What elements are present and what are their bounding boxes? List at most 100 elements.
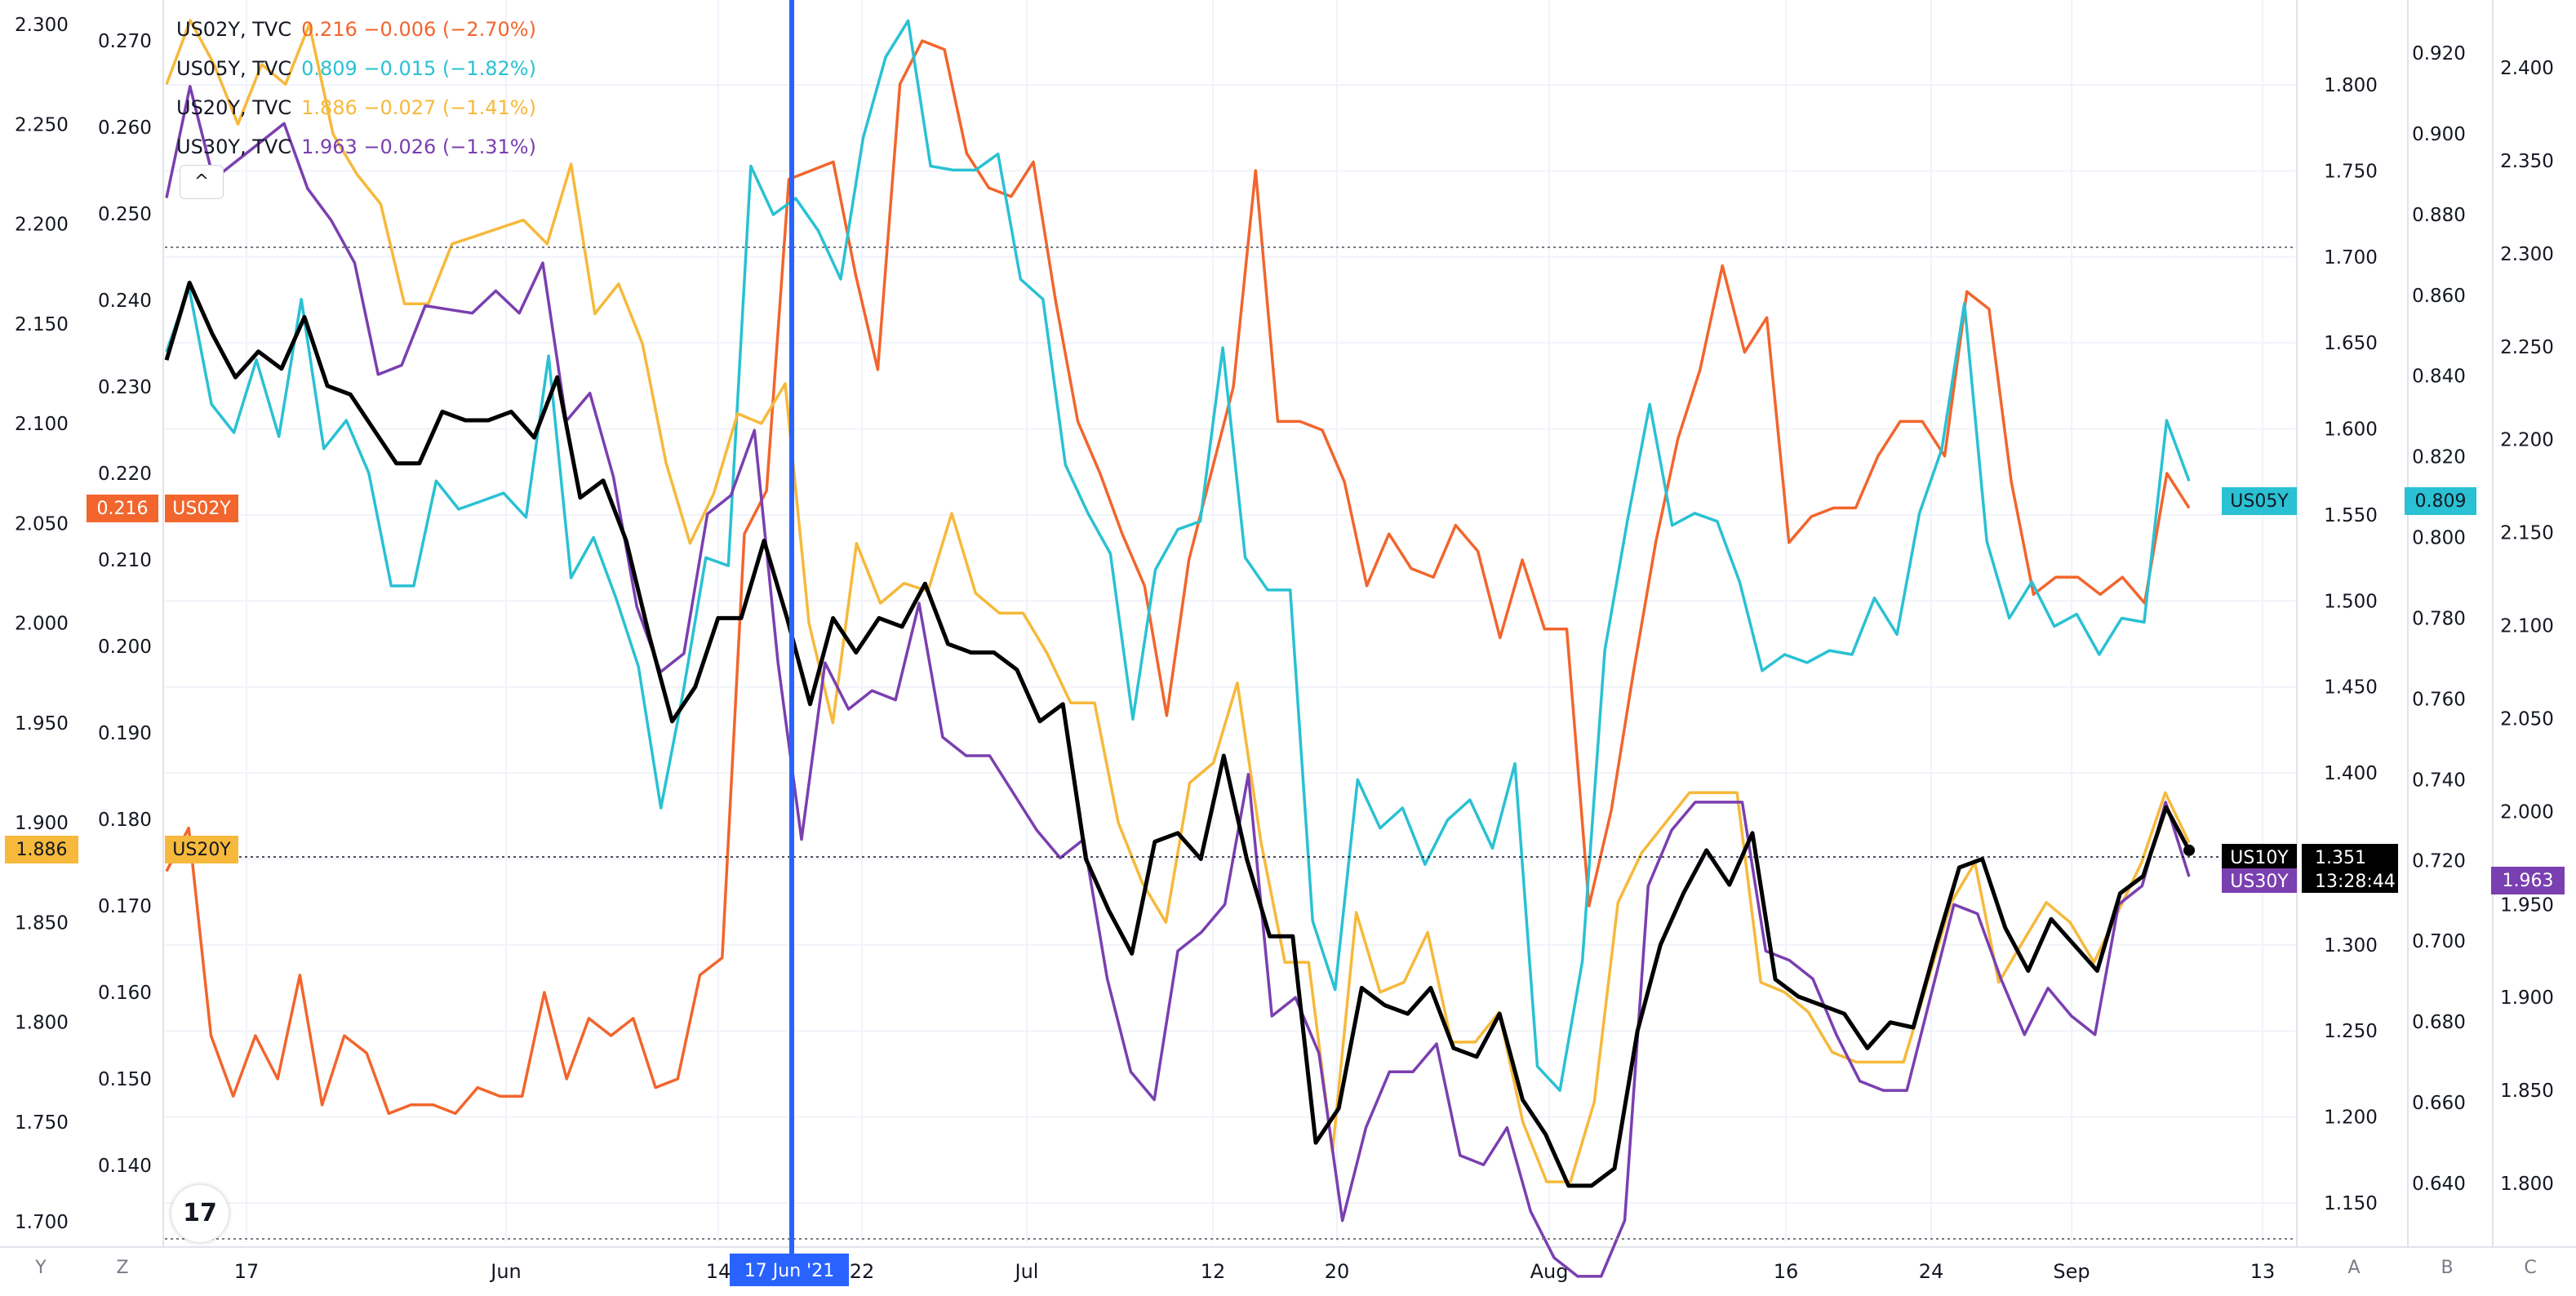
y-tick-label: 0.260 bbox=[98, 118, 152, 139]
y-tick-label: 0.880 bbox=[2412, 205, 2466, 226]
y-tick-label: 0.720 bbox=[2412, 850, 2466, 872]
bottom-button-b[interactable]: B bbox=[2441, 1258, 2454, 1278]
y-tick-label: 1.900 bbox=[2500, 988, 2554, 1009]
badge-us10y-name: US10Y bbox=[2222, 844, 2297, 872]
legend-row-us02y[interactable]: US02Y, TVC 0.216 −0.006 (−2.70%) bbox=[176, 10, 536, 49]
svg-text:US05Y: US05Y bbox=[2230, 491, 2289, 512]
y-tick-label: 0.740 bbox=[2412, 770, 2466, 791]
legend-symbol: US02Y, TVC bbox=[176, 18, 292, 41]
crosshair-date-label: 17 Jun '21 bbox=[730, 1254, 849, 1286]
svg-text:US10Y: US10Y bbox=[2230, 848, 2289, 868]
badge-us05y-value: 0.809 bbox=[2405, 487, 2476, 515]
series-lines bbox=[164, 19, 2195, 1278]
y-tick-label: 0.700 bbox=[2412, 931, 2466, 952]
x-tick-label: 17 bbox=[234, 1260, 260, 1283]
y-tick-label: 2.100 bbox=[15, 414, 69, 435]
y-tick-label: 0.640 bbox=[2412, 1174, 2466, 1195]
overlays bbox=[165, 0, 2295, 1254]
x-tick-label: 20 bbox=[1325, 1260, 1350, 1283]
badge-us05y-name: US05Y bbox=[2222, 487, 2297, 515]
y-tick-label: 0.820 bbox=[2412, 447, 2466, 468]
x-tick-label: 14 bbox=[706, 1260, 731, 1283]
y-tick-label: 0.150 bbox=[98, 1069, 152, 1090]
y-tick-label: 2.050 bbox=[15, 513, 69, 535]
legend: US02Y, TVC 0.216 −0.006 (−2.70%) US05Y, T… bbox=[176, 10, 536, 166]
svg-text:US02Y: US02Y bbox=[172, 499, 231, 519]
tradingview-logo-icon[interactable]: 17 bbox=[171, 1185, 229, 1242]
y-tick-label: 1.250 bbox=[2324, 1021, 2378, 1042]
y-tick-label: 1.400 bbox=[2324, 763, 2378, 784]
y-tick-label: 0.800 bbox=[2412, 528, 2466, 549]
y-tick-label: 2.350 bbox=[2500, 151, 2554, 172]
y-tick-label: 0.900 bbox=[2412, 124, 2466, 145]
price-badges: 0.216 US02Y 1.886 US20Y US05Y 0.809 US10… bbox=[5, 487, 2565, 894]
y-tick-label: 1.750 bbox=[2324, 161, 2378, 182]
bottom-button-z[interactable]: Z bbox=[116, 1258, 129, 1278]
y-tick-label: 2.300 bbox=[2500, 244, 2554, 265]
y-tick-label: 0.170 bbox=[98, 896, 152, 917]
y-tick-label: 1.550 bbox=[2324, 505, 2378, 526]
legend-symbol: US05Y, TVC bbox=[176, 57, 292, 80]
y-tick-label: 1.900 bbox=[15, 813, 69, 834]
x-tick-label: Jun bbox=[489, 1260, 522, 1283]
collapse-legend-button[interactable]: ^ bbox=[180, 165, 224, 199]
y-tick-label: 1.500 bbox=[2324, 591, 2378, 612]
bottom-button-c[interactable]: C bbox=[2524, 1258, 2537, 1278]
legend-symbol: US20Y, TVC bbox=[176, 96, 292, 119]
badge-us30y-value: 1.963 bbox=[2491, 867, 2565, 894]
y-tick-label: 2.000 bbox=[15, 614, 69, 635]
svg-text:0.216: 0.216 bbox=[97, 499, 149, 519]
y-tick-label: 1.650 bbox=[2324, 333, 2378, 354]
y-tick-label: 0.240 bbox=[98, 291, 152, 312]
x-tick-label: 16 bbox=[1774, 1260, 1799, 1283]
y-tick-label: 0.220 bbox=[98, 464, 152, 485]
y-tick-label: 0.160 bbox=[98, 983, 152, 1004]
legend-values: 1.886 −0.027 (−1.41%) bbox=[301, 96, 536, 119]
badge-us10y-value: 1.351 13:28:44 bbox=[2302, 844, 2398, 893]
y-tick-label: 1.700 bbox=[2324, 247, 2378, 269]
bottom-button-a[interactable]: A bbox=[2347, 1258, 2361, 1278]
y-tick-label: 2.200 bbox=[15, 215, 69, 236]
y-tick-label: 0.190 bbox=[98, 723, 152, 744]
x-tick-label: 12 bbox=[1201, 1260, 1226, 1283]
y-tick-label: 1.750 bbox=[15, 1112, 69, 1134]
badge-us30y-name: US30Y bbox=[2222, 868, 2297, 893]
legend-row-us20y[interactable]: US20Y, TVC 1.886 −0.027 (−1.41%) bbox=[176, 88, 536, 127]
y-tick-label: 0.200 bbox=[98, 637, 152, 658]
y-tick-label: 2.050 bbox=[2500, 708, 2554, 730]
series-line-us05y bbox=[165, 19, 2191, 1092]
y-tick-label: 0.680 bbox=[2412, 1012, 2466, 1033]
legend-values: 1.963 −0.026 (−1.31%) bbox=[301, 135, 536, 158]
legend-symbol: US30Y, TVC bbox=[176, 135, 292, 158]
y-tick-label: 1.800 bbox=[2324, 75, 2378, 96]
svg-text:13:28:44: 13:28:44 bbox=[2315, 872, 2396, 892]
y-tick-label: 0.760 bbox=[2412, 689, 2466, 710]
y-tick-label: 1.450 bbox=[2324, 677, 2378, 699]
y-tick-label: 2.000 bbox=[2500, 801, 2554, 823]
y-tick-label: 2.150 bbox=[2500, 523, 2554, 544]
y-tick-label: 0.270 bbox=[98, 31, 152, 52]
series-line-us02y bbox=[165, 39, 2191, 1116]
badge-us02y-name: US02Y bbox=[165, 495, 238, 522]
svg-text:1.886: 1.886 bbox=[16, 840, 68, 860]
series-line-us10y bbox=[164, 280, 2192, 1188]
bottom-button-y[interactable]: Y bbox=[35, 1258, 47, 1278]
svg-text:US30Y: US30Y bbox=[2230, 872, 2289, 892]
badge-us02y-value: 0.216 bbox=[87, 495, 158, 522]
y-tick-label: 2.100 bbox=[2500, 616, 2554, 637]
svg-text:0.809: 0.809 bbox=[2415, 491, 2467, 512]
y-tick-label: 1.200 bbox=[2324, 1107, 2378, 1129]
y-tick-label: 0.180 bbox=[98, 810, 152, 831]
legend-row-us05y[interactable]: US05Y, TVC 0.809 −0.015 (−1.82%) bbox=[176, 49, 536, 88]
y-tick-label: 2.150 bbox=[15, 314, 69, 335]
y-tick-label: 0.780 bbox=[2412, 609, 2466, 630]
y-tick-label: 1.600 bbox=[2324, 419, 2378, 441]
y-tick-label: 1.950 bbox=[2500, 894, 2554, 916]
last-price-marker bbox=[2183, 844, 2195, 856]
y-tick-label: 1.700 bbox=[15, 1212, 69, 1233]
badge-us20y-value: 1.886 bbox=[5, 836, 78, 863]
series-line-us20y bbox=[165, 19, 2191, 1183]
y-tick-label: 0.840 bbox=[2412, 366, 2466, 388]
legend-row-us30y[interactable]: US30Y, TVC 1.963 −0.026 (−1.31%) bbox=[176, 127, 536, 166]
